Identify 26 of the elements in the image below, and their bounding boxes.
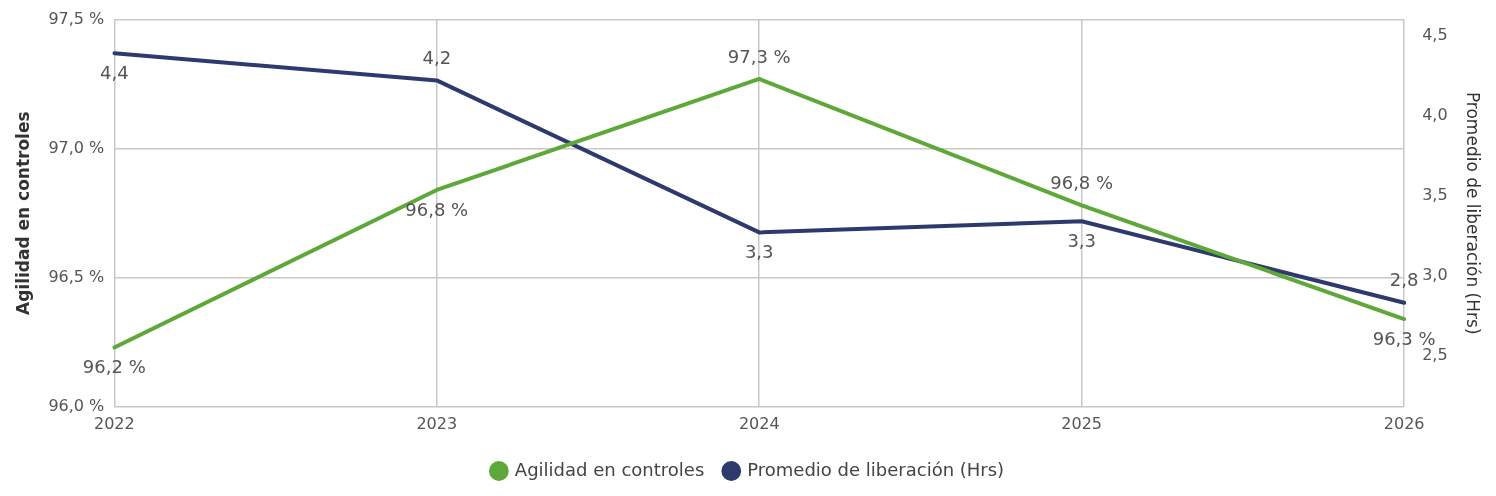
x-tick-label: 2026 bbox=[1383, 413, 1425, 433]
data-label: 96,8 % bbox=[405, 198, 469, 220]
x-tick-label: 2024 bbox=[738, 413, 780, 433]
legend-label: Agilidad en controles bbox=[514, 458, 705, 480]
data-label: 4,4 bbox=[99, 61, 129, 83]
y-tick-label: 96,5 % bbox=[48, 266, 105, 286]
y2-tick-label: 4,5 bbox=[1422, 24, 1448, 44]
data-label: 96,2 % bbox=[82, 356, 146, 378]
y2-tick-label: 3,5 bbox=[1422, 184, 1448, 204]
data-label: 3,3 bbox=[744, 241, 774, 263]
y-tick-label: 97,5 % bbox=[48, 8, 105, 28]
x-tick-label: 2025 bbox=[1061, 413, 1103, 433]
data-label: 97,3 % bbox=[727, 45, 791, 67]
y-axis-title: Agilidad en controles bbox=[12, 111, 33, 316]
y2-axis-title: Promedio de liberación (Hrs) bbox=[1463, 91, 1484, 335]
y2-tick-label: 4,0 bbox=[1422, 104, 1448, 124]
data-label: 96,8 % bbox=[1050, 172, 1114, 194]
y-tick-label: 97,0 % bbox=[48, 137, 105, 157]
y2-tick-label: 3,0 bbox=[1422, 264, 1448, 284]
y-tick-label: 96,0 % bbox=[48, 395, 105, 415]
data-label: 2,8 bbox=[1389, 269, 1419, 291]
x-tick-label: 2022 bbox=[93, 413, 135, 433]
legend-label: Promedio de liberación (Hrs) bbox=[747, 458, 1005, 480]
data-label: 4,2 bbox=[422, 47, 452, 69]
x-tick-label: 2023 bbox=[416, 413, 458, 433]
data-label: 3,3 bbox=[1067, 229, 1097, 251]
